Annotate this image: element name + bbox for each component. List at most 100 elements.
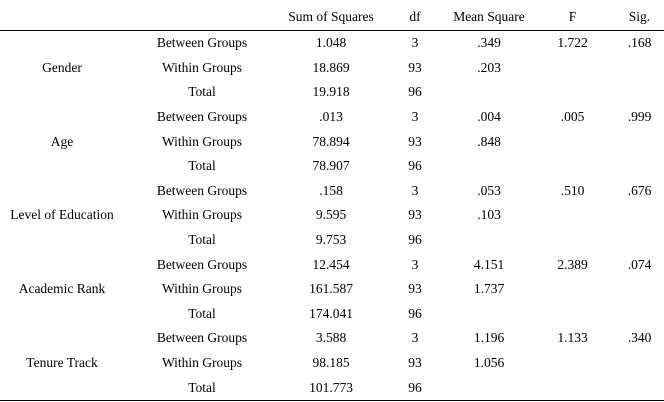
f-cell [530,351,615,376]
f-cell: 1.722 [557,35,588,51]
source-cell: Total [188,232,216,248]
f-cell [530,228,615,253]
mean-square-cell: .203 [477,59,501,75]
df-cell: 93 [408,133,422,149]
f-cell [530,203,615,228]
f-cell: 1.133 [557,330,588,346]
f-cell [530,129,615,154]
variable-name: Gender [42,59,82,75]
sig-cell [615,80,664,105]
header-variable [0,4,124,31]
df-cell: 3 [411,330,419,346]
table-body: Gender Between Groups 1.048 3 .349 1.722 .168 W… [0,31,664,401]
header-sum-of-squares: Sum of Squares [288,9,374,24]
mean-square-cell [448,302,530,327]
source-cell: Between Groups [156,109,248,125]
sum-of-squares-cell: 18.869 [312,59,350,75]
source-cell: Between Groups [156,35,248,51]
f-cell [530,302,615,327]
sig-cell [615,228,664,253]
df-cell: 93 [408,355,422,371]
variable-name: Age [50,133,74,149]
df-cell: 3 [411,256,419,272]
f-cell [530,375,615,400]
f-cell [530,154,615,179]
source-cell: Between Groups [156,330,248,346]
source-cell: Within Groups [161,281,243,297]
sum-of-squares-cell: 19.918 [312,84,350,100]
f-cell [530,80,615,105]
f-cell: .510 [560,182,585,198]
source-cell: Total [188,305,216,321]
table-row: Within Groups 98.185 93 1.056 [0,351,664,376]
mean-square-cell: 1.056 [473,355,505,371]
sig-cell: .999 [627,109,652,125]
sum-of-squares-cell: 12.454 [312,256,350,272]
variable-name-cell: Level of Education [0,179,124,253]
df-cell: 93 [408,207,422,223]
mean-square-cell: .004 [477,109,501,125]
sum-of-squares-cell: 3.588 [315,330,347,346]
f-cell [530,56,615,81]
mean-square-cell: 1.196 [473,330,505,346]
sig-cell [615,154,664,179]
sig-cell [615,375,664,400]
header-source [124,4,280,31]
sig-cell [615,277,664,302]
table-row: Within Groups 9.595 93 .103 [0,203,664,228]
source-cell: Within Groups [161,59,243,75]
sum-of-squares-cell: .158 [319,182,343,198]
table-header: Sum of Squares df Mean Square F Sig. [0,4,664,31]
sum-of-squares-cell: 174.041 [309,305,353,321]
variable-name-cell: Age [0,105,124,179]
mean-square-cell [448,154,530,179]
sum-of-squares-cell: 9.753 [315,232,347,248]
df-cell: 3 [411,109,419,125]
source-cell: Within Groups [161,355,243,371]
sum-of-squares-cell: 161.587 [309,281,353,297]
table-row: Within Groups 161.587 93 1.737 [0,277,664,302]
header-row: Sum of Squares df Mean Square F Sig. [0,4,664,31]
variable-name: Level of Education [10,207,114,223]
sig-cell: .168 [627,35,652,51]
mean-square-cell: .349 [477,35,501,51]
f-cell: .005 [560,109,585,125]
table-row: Within Groups 78.894 93 .848 [0,129,664,154]
sum-of-squares-cell: 101.773 [309,379,353,395]
df-cell: 96 [408,305,422,321]
df-cell: 96 [408,84,422,100]
df-cell: 3 [411,35,419,51]
mean-square-cell [448,228,530,253]
variable-name-cell: Tenure Track [0,326,124,400]
source-cell: Between Groups [156,182,248,198]
header-df: df [409,9,421,24]
mean-square-cell: .848 [477,133,501,149]
sig-cell [615,203,664,228]
mean-square-cell: .053 [477,182,501,198]
table-row: Level of Education Between Groups .158 3 .05… [0,179,664,223]
sig-cell: .676 [627,182,652,198]
f-cell: 2.389 [557,256,588,272]
table-row: Tenure Track Between Groups 3.588 3 1.196 1.1… [0,326,664,370]
sig-cell [615,302,664,327]
variable-name: Academic Rank [18,281,106,297]
source-cell: Total [188,379,216,395]
header-sig: Sig. [628,9,651,24]
sig-cell: .340 [627,330,652,346]
sum-of-squares-cell: 9.595 [315,207,347,223]
df-cell: 96 [408,379,422,395]
table-row: Total 101.773 96 [0,375,664,401]
anova-table: Sum of Squares df Mean Square F Sig. Gen… [0,4,664,401]
source-cell: Total [188,158,216,174]
df-cell: 93 [408,59,422,75]
sum-of-squares-cell: 1.048 [315,35,347,51]
df-cell: 96 [408,158,422,174]
source-cell: Total [188,84,216,100]
sig-cell [615,56,664,81]
sum-of-squares-cell: 98.185 [312,355,350,371]
header-f: F [568,9,577,24]
table-row: Total 174.041 96 [0,302,664,327]
sum-of-squares-cell: .013 [319,109,343,125]
sig-cell [615,129,664,154]
table-row: Total 9.753 96 [0,228,664,253]
